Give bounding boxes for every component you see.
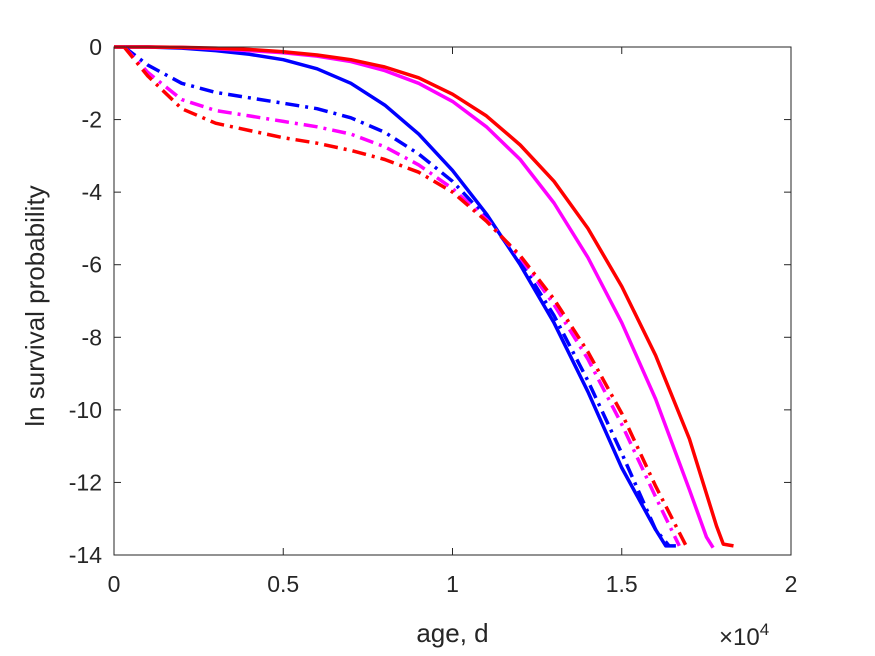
x-axis-label: age, d xyxy=(416,618,488,648)
axis-ticks: 0 0.5 1 1.5 2 0 -2 -4 -6 -8 -10 -12 -14 xyxy=(69,34,798,597)
y-tick-label: -10 xyxy=(69,397,102,423)
series-line-1 xyxy=(114,45,676,548)
x-exponent-base: ×10 xyxy=(719,624,760,651)
y-tick-label: -14 xyxy=(69,542,102,568)
y-tick-label: -2 xyxy=(82,107,102,133)
x-tick-label: 0.5 xyxy=(267,571,299,597)
y-tick-label: -12 xyxy=(69,469,102,495)
series-line-4 xyxy=(123,45,671,548)
plot-area xyxy=(114,45,734,549)
x-tick-label: 2 xyxy=(785,571,798,597)
y-axis-label: ln survival probability xyxy=(20,185,50,426)
x-tick-label: 1 xyxy=(446,571,459,597)
x-tick-label: 1.5 xyxy=(606,571,638,597)
series-line-3 xyxy=(114,45,734,548)
x-exponent-power: 4 xyxy=(760,620,769,639)
series-line-6 xyxy=(122,45,688,547)
series-line-5 xyxy=(122,45,681,547)
x-axis-exponent-label: ×104 xyxy=(719,620,769,651)
x-tick-label: 0 xyxy=(108,571,121,597)
y-tick-label: -8 xyxy=(82,324,102,350)
y-tick-label: -6 xyxy=(82,252,102,278)
y-tick-label: 0 xyxy=(89,34,102,60)
y-tick-label: -4 xyxy=(82,179,103,205)
